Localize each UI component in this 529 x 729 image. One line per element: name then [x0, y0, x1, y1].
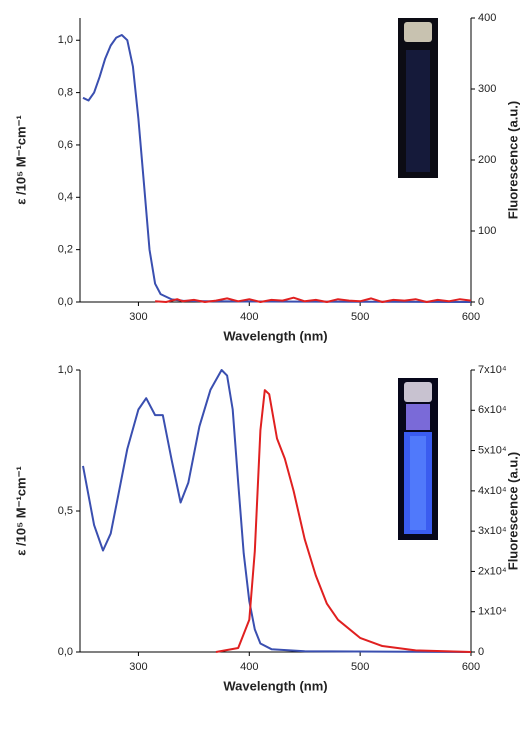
x-tick-label: 500	[351, 661, 369, 673]
y2-tick-label: 0	[478, 296, 484, 308]
y2-tick-label: 2x10⁴	[478, 565, 507, 577]
y2-tick-label: 4x10⁴	[478, 485, 507, 497]
series-line	[215, 389, 472, 653]
y2-tick-label: 0	[478, 646, 484, 658]
x-axis-title: Wavelength (nm)	[223, 678, 327, 693]
y-tick-label: 0,4	[58, 191, 73, 203]
y-tick-label: 0,0	[58, 296, 73, 308]
y-tick-label: 0,6	[58, 139, 73, 151]
y2-tick-label: 1x10⁴	[478, 606, 507, 618]
y-tick-label: 0,5	[58, 505, 73, 517]
series-line	[82, 369, 472, 653]
y-tick-label: 0,2	[58, 244, 73, 256]
y2-tick-label: 400	[478, 12, 496, 24]
x-tick-label: 400	[240, 661, 258, 673]
y2-axis-title: Fluorescence (a.u.)	[505, 452, 520, 570]
y-tick-label: 1,0	[58, 364, 73, 376]
cuvette-photo-bottom	[398, 378, 438, 540]
y-axis-title: ε /10⁵ M⁻¹cm⁻¹	[13, 115, 28, 205]
y2-tick-label: 100	[478, 225, 496, 237]
x-tick-label: 300	[129, 311, 147, 323]
cuvette-photo-top	[398, 18, 438, 178]
x-tick-label: 600	[462, 311, 480, 323]
y-tick-label: 0,0	[58, 646, 73, 658]
y2-tick-label: 3x10⁴	[478, 525, 507, 537]
series-line	[155, 296, 472, 303]
y2-tick-label: 6x10⁴	[478, 404, 507, 416]
y-axis-title: ε /10⁵ M⁻¹cm⁻¹	[13, 466, 28, 556]
x-tick-label: 300	[129, 661, 147, 673]
y2-tick-label: 7x10⁴	[478, 364, 507, 376]
x-axis-title: Wavelength (nm)	[223, 328, 327, 343]
x-tick-label: 600	[462, 661, 480, 673]
y-tick-label: 0,8	[58, 87, 73, 99]
x-tick-label: 400	[240, 311, 258, 323]
y-tick-label: 1,0	[58, 34, 73, 46]
x-tick-label: 500	[351, 311, 369, 323]
y2-tick-label: 5x10⁴	[478, 444, 507, 456]
y2-tick-label: 300	[478, 83, 496, 95]
y2-tick-label: 200	[478, 154, 496, 166]
y2-axis-title: Fluorescence (a.u.)	[505, 101, 520, 219]
